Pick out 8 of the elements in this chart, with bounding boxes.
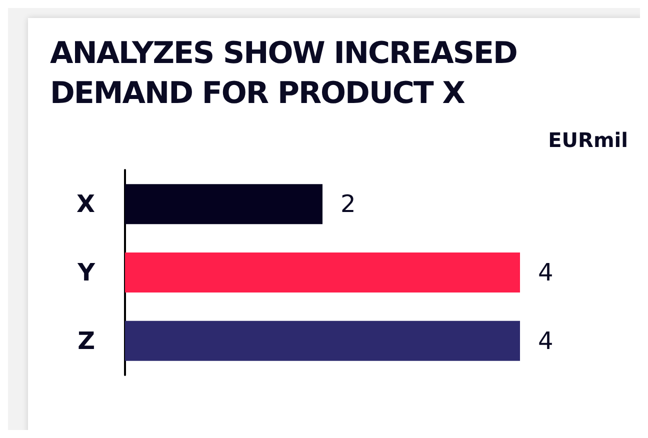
y-tick-label: Y — [76, 258, 96, 286]
y-tick-label: X — [76, 190, 96, 218]
chart-title: ANALYZES SHOW INCREASED DEMAND FOR PRODUCT X — [50, 35, 518, 113]
x-axis-title: EURmil — [548, 128, 628, 152]
y-tick-label: Z — [78, 326, 95, 355]
data-label: 2 — [340, 190, 356, 218]
data-label: 4 — [538, 326, 554, 355]
data-label: 4 — [538, 258, 554, 286]
